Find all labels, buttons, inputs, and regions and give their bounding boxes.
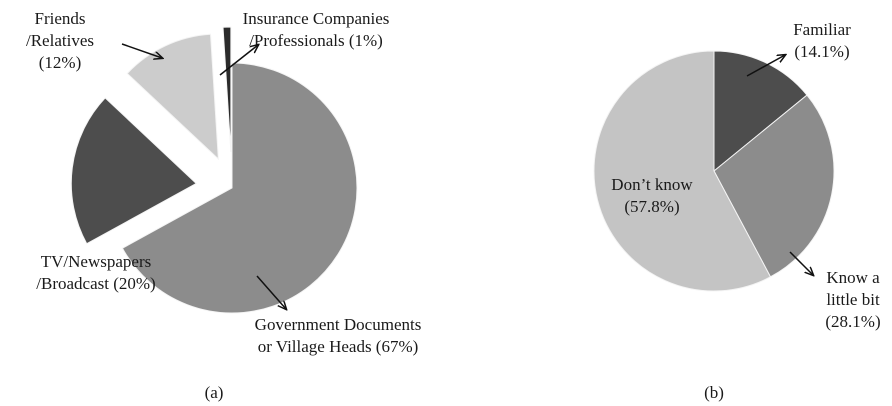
slice-insurance-companies — [222, 26, 232, 153]
slice-friends — [126, 33, 219, 161]
label-line: Familiar — [793, 20, 851, 39]
label-line: Don’t know — [611, 175, 693, 194]
caption-a: (a) — [205, 383, 224, 402]
label-line: Insurance Companies — [243, 9, 390, 28]
leader-arrow-friends — [121, 43, 162, 58]
label-line: TV/Newspapers — [41, 252, 151, 271]
label-line: (57.8%) — [624, 197, 679, 216]
slice-don-t-know — [593, 50, 772, 292]
leader-arrow-insurance-companies — [219, 45, 258, 76]
label-government-documents: Government Documents or Village Heads (67… — [255, 315, 422, 356]
label-line: little bit — [826, 290, 880, 309]
label-line: /Relatives — [26, 31, 94, 50]
leader-arrow-government-documents — [256, 275, 286, 309]
label-line: /Broadcast (20%) — [36, 274, 155, 293]
slice-tv-newspapers — [70, 97, 198, 245]
label-line: /Professionals (1%) — [249, 31, 383, 50]
label-tv-newspapers: TV/Newspapers/Broadcast (20%) — [36, 252, 155, 293]
label-line: or Village Heads (67%) — [258, 337, 419, 356]
label-familiar: Familiar (14.1%) — [793, 20, 851, 61]
pie-chart-b: Familiar (14.1%) Know a little bit (28.1%) Do… — [593, 20, 881, 331]
slice-familiar — [713, 50, 808, 173]
leader-arrow-familiar — [746, 55, 785, 77]
label-line: Government Documents — [255, 315, 422, 334]
slice-government-documents — [121, 62, 358, 314]
caption-b: (b) — [704, 383, 724, 402]
label-know-a: Know a little bit (28.1%) — [825, 268, 880, 331]
label-line: (12%) — [39, 53, 81, 72]
label-don-t-know: Don’t know (57.8%) — [611, 175, 693, 216]
label-line: Friends — [35, 9, 86, 28]
leader-arrow-know-a — [789, 251, 813, 275]
label-line: Know a — [826, 268, 880, 287]
label-line: (28.1%) — [825, 312, 880, 331]
label-friends: Friends/Relatives (12%) — [26, 9, 94, 72]
pie-chart-a: Government Documents or Village Heads (67… — [26, 9, 421, 356]
label-line: (14.1%) — [794, 42, 849, 61]
label-insurance-companies: Insurance Companies/Professionals (1%) — [243, 9, 390, 50]
slice-know-a — [713, 94, 835, 278]
